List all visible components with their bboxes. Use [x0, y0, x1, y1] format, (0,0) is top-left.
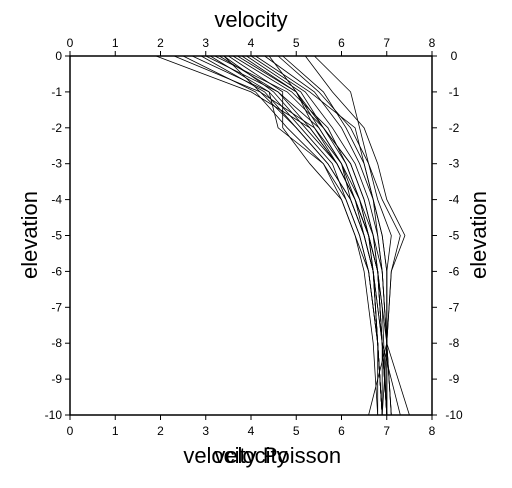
x-top-tick-label-5: 5	[293, 36, 300, 50]
profile-line-20	[237, 55, 410, 416]
x-bottom-tick-label-1: 1	[112, 424, 119, 438]
y-left-tick-label--2: -2	[51, 121, 62, 135]
x-bottom-tick-label-4: 4	[248, 424, 255, 438]
x-top-tick-label-7: 7	[383, 36, 390, 50]
x-top-tick-label-4: 4	[248, 36, 255, 50]
y-left-tick-label--9: -9	[51, 372, 62, 386]
y-right-tick-label--7: -7	[449, 300, 460, 314]
profile-line-23	[282, 55, 388, 415]
y-right-tick-label--2: -2	[449, 121, 460, 135]
y-right-tick-label--5: -5	[449, 229, 460, 243]
y-left-tick-label--3: -3	[51, 157, 62, 171]
x-top-tick-label-6: 6	[338, 36, 345, 50]
y-left-tick-label--6: -6	[51, 264, 62, 278]
y-right-tick-label--10: -10	[445, 408, 463, 422]
x-bottom-tick-label-8: 8	[429, 424, 436, 438]
x-top-tick-label-2: 2	[157, 36, 164, 50]
profile-line-13	[314, 55, 392, 415]
x-bottom-tick-label-6: 6	[338, 424, 345, 438]
profile-line-9	[250, 55, 392, 416]
x-axis-bottom-title-1: velocity	[183, 443, 256, 468]
x-axis-bottom-title-2: Poisson	[263, 443, 341, 468]
x-top-tick-label-3: 3	[202, 36, 209, 50]
profile-line-5	[214, 55, 388, 416]
x-axis-bottom-title-3: velocity	[214, 443, 287, 468]
x-top-tick-label-1: 1	[112, 36, 119, 50]
x-bottom-tick-label-7: 7	[383, 424, 390, 438]
y-right-tick-label--6: -6	[449, 264, 460, 278]
y-right-tick-label--8: -8	[449, 336, 460, 350]
y-left-tick-label--8: -8	[51, 336, 62, 350]
x-bottom-tick-label-3: 3	[202, 424, 209, 438]
y-left-tick-label--10: -10	[45, 408, 63, 422]
y-right-tick-label--3: -3	[449, 157, 460, 171]
chart-title: velocity	[214, 7, 287, 32]
profile-line-19	[255, 55, 388, 416]
x-top-tick-label-0: 0	[67, 36, 74, 50]
x-bottom-tick-label-2: 2	[157, 424, 164, 438]
profile-line-18	[246, 55, 388, 416]
y-left-tick-label--4: -4	[51, 193, 62, 207]
y-right-tick-label--9: -9	[449, 372, 460, 386]
y-axis-left-title: elevation	[17, 191, 42, 279]
profile-line-2	[173, 55, 383, 416]
y-left-tick-label-0: 0	[55, 49, 62, 63]
y-left-tick-label--1: -1	[51, 85, 62, 99]
y-left-tick-label--7: -7	[51, 300, 62, 314]
x-bottom-tick-label-5: 5	[293, 424, 300, 438]
x-bottom-tick-label-0: 0	[67, 424, 74, 438]
profile-line-6	[223, 55, 383, 415]
profile-line-22	[268, 55, 388, 416]
profile-line-10	[264, 55, 392, 416]
y-right-tick-label-0: 0	[451, 49, 458, 63]
y-left-tick-label--5: -5	[51, 229, 62, 243]
y-right-tick-label--4: -4	[449, 193, 460, 207]
profile-line-24	[223, 55, 383, 416]
y-right-tick-label--1: -1	[449, 85, 460, 99]
profile-line-12	[304, 55, 406, 416]
profile-line-16	[182, 55, 383, 416]
y-axis-right-title: elevation	[466, 191, 491, 279]
profile-lines	[155, 55, 410, 416]
x-top-tick-label-8: 8	[429, 36, 436, 50]
